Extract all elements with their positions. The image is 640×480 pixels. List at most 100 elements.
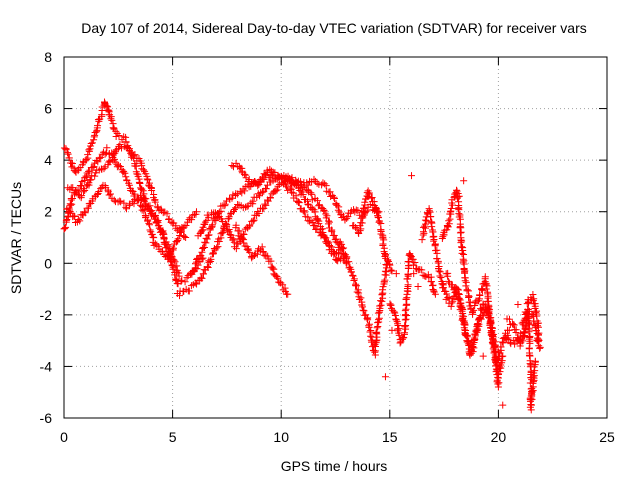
data-point <box>317 232 325 240</box>
data-point <box>489 336 497 344</box>
data-point <box>402 315 410 323</box>
data-point <box>502 335 510 343</box>
data-point <box>360 211 368 219</box>
data-point <box>116 197 124 205</box>
data-point <box>525 326 533 334</box>
data-point <box>171 271 179 279</box>
data-point <box>474 319 482 327</box>
data-point <box>364 316 372 324</box>
data-point <box>161 240 169 248</box>
x-tick-label: 25 <box>599 429 615 445</box>
data-point <box>434 257 442 265</box>
data-point <box>504 334 512 342</box>
data-point <box>462 282 470 290</box>
data-point <box>262 185 270 193</box>
data-point <box>410 270 418 278</box>
data-point <box>494 380 502 388</box>
data-point <box>443 226 451 234</box>
data-point <box>89 164 97 172</box>
data-point <box>320 207 328 215</box>
data-point <box>140 197 148 205</box>
data-point <box>209 249 217 257</box>
data-point <box>87 139 95 147</box>
data-point <box>225 213 233 221</box>
data-point <box>376 302 384 310</box>
data-point <box>188 216 196 224</box>
data-point <box>333 201 341 209</box>
data-point <box>352 224 360 232</box>
data-point <box>469 348 477 356</box>
data-point <box>261 200 269 208</box>
data-point <box>479 352 487 360</box>
data-point <box>84 181 92 189</box>
data-point <box>258 243 266 251</box>
data-point <box>505 315 513 323</box>
data-point <box>457 239 465 247</box>
data-point <box>444 272 452 280</box>
data-point <box>115 162 123 170</box>
data-point <box>219 218 227 226</box>
data-point <box>138 206 146 214</box>
data-point <box>189 211 197 219</box>
y-tick-label: 0 <box>44 255 52 271</box>
x-tick-label: 15 <box>382 429 398 445</box>
data-point <box>465 292 473 300</box>
data-point <box>445 217 453 225</box>
data-point <box>144 176 152 184</box>
data-point <box>86 176 94 184</box>
data-point <box>377 220 385 228</box>
data-point <box>320 206 328 214</box>
data-point <box>207 255 215 263</box>
data-point <box>144 202 152 210</box>
data-point <box>349 271 357 279</box>
data-point <box>395 331 403 339</box>
data-point <box>165 248 173 256</box>
data-point <box>358 301 366 309</box>
data-point <box>288 188 296 196</box>
data-point <box>150 212 158 220</box>
data-point <box>339 245 347 253</box>
y-tick-label: 2 <box>44 204 52 220</box>
data-point <box>65 204 73 212</box>
data-point <box>402 295 410 303</box>
data-point <box>271 169 279 177</box>
data-point <box>498 353 506 361</box>
data-point <box>103 102 111 110</box>
data-point <box>350 277 358 285</box>
data-point <box>260 170 268 178</box>
data-point <box>476 291 484 299</box>
data-point <box>232 159 240 167</box>
data-point <box>174 235 182 243</box>
data-point <box>401 330 409 338</box>
data-point <box>510 321 518 329</box>
x-tick-label: 5 <box>169 429 177 445</box>
data-point <box>354 206 362 214</box>
data-point <box>95 154 103 162</box>
x-axis-label: GPS time / hours <box>281 458 388 474</box>
data-point <box>357 294 365 302</box>
data-point <box>430 237 438 245</box>
data-point <box>93 190 101 198</box>
data-point <box>318 230 326 238</box>
data-point <box>273 273 281 281</box>
data-point <box>292 178 300 186</box>
data-point <box>91 131 99 139</box>
data-point <box>182 221 190 229</box>
x-tick-labels: 0 5 10 15 20 25 <box>60 429 615 445</box>
data-point <box>258 188 266 196</box>
data-point <box>274 182 282 190</box>
data-point <box>130 200 138 208</box>
data-point <box>250 216 258 224</box>
data-point <box>466 340 474 348</box>
data-point <box>182 234 190 241</box>
data-point <box>483 282 491 290</box>
data-point <box>60 144 68 152</box>
grid <box>64 57 607 418</box>
data-point <box>81 187 89 195</box>
data-point <box>121 169 129 177</box>
data-point <box>361 198 369 206</box>
data-point <box>94 158 102 166</box>
data-point <box>90 136 98 144</box>
data-point <box>122 203 130 211</box>
data-point <box>401 307 409 315</box>
